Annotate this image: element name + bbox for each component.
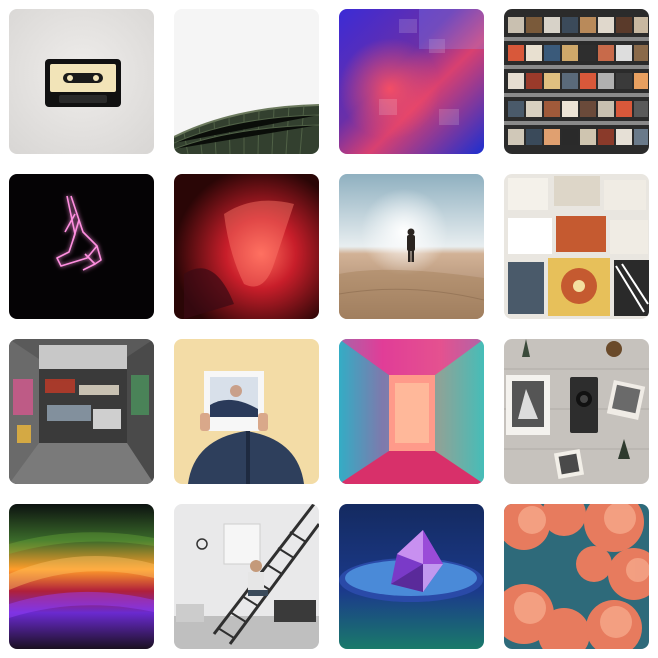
photo-tile-desert-figure[interactable] — [339, 174, 484, 319]
photo-tile-vinyl-crates[interactable] — [504, 174, 649, 319]
photo-tile-vintage-camera[interactable] — [504, 339, 649, 484]
photo-tile-pink-clouds[interactable] — [504, 504, 649, 649]
photo-tile-domed-building[interactable] — [174, 9, 319, 154]
photo-tile-neon-hallway[interactable] — [339, 339, 484, 484]
red-light-blur-image — [174, 174, 319, 319]
photo-tile-neon-hands[interactable] — [9, 174, 154, 319]
neon-praying-hands-image — [9, 174, 154, 319]
pink-clouds-image — [504, 504, 649, 649]
desert-figure-image — [339, 174, 484, 319]
light-streaks-image — [9, 504, 154, 649]
photo-tile-red-blur[interactable] — [174, 174, 319, 319]
photo-tile-person-holding-photo[interactable] — [174, 339, 319, 484]
graffiti-alley-image — [9, 339, 154, 484]
vintage-camera-image — [504, 339, 649, 484]
prism-abstract-image — [339, 9, 484, 154]
loft-interior-image — [174, 504, 319, 649]
photo-tile-prism-abstract[interactable] — [339, 9, 484, 154]
photo-tile-cassette-tape[interactable] — [9, 9, 154, 154]
neon-hallway-image — [339, 339, 484, 484]
photo-tile-record-store[interactable] — [504, 9, 649, 154]
crystal-disc-image — [339, 504, 484, 649]
photo-tile-loft-interior[interactable] — [174, 504, 319, 649]
record-store-image — [504, 9, 649, 154]
photo-tile-crystal-disc[interactable] — [339, 504, 484, 649]
vinyl-crates-image — [504, 174, 649, 319]
cassette-tape-image — [9, 9, 154, 154]
domed-building-image — [174, 9, 319, 154]
person-holding-photo-image — [174, 339, 319, 484]
photo-grid — [9, 9, 649, 649]
photo-tile-light-streaks[interactable] — [9, 504, 154, 649]
photo-tile-graffiti-alley[interactable] — [9, 339, 154, 484]
